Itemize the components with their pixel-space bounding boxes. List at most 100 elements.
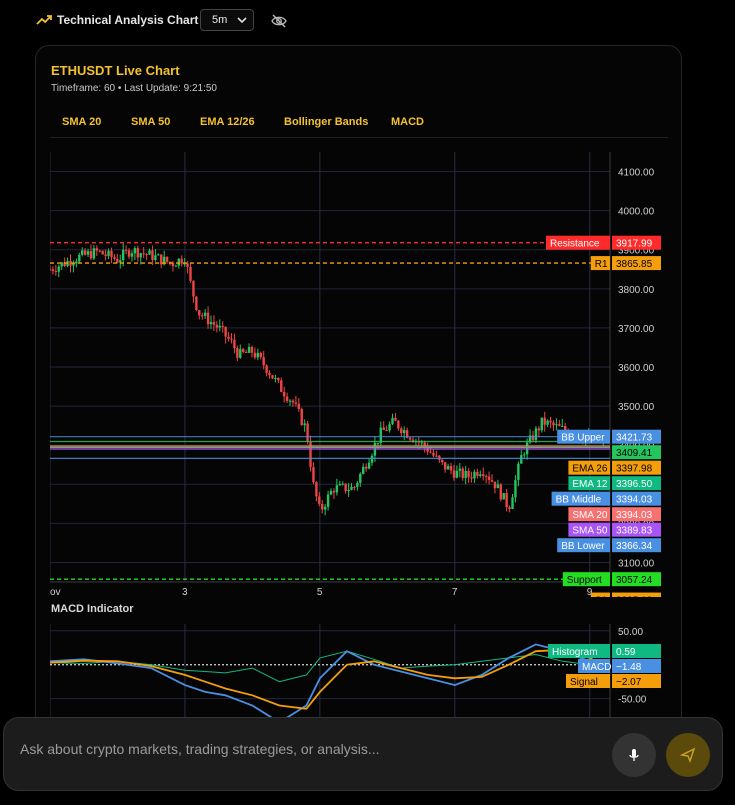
candle-body [124, 249, 128, 251]
candle-body [452, 470, 456, 478]
level-value-box [612, 572, 661, 587]
price-chart[interactable]: 3100.003200.003300.003400.003500.003600.… [50, 152, 670, 597]
candle-body [142, 253, 145, 255]
candle-body [253, 352, 257, 358]
x-tick-label: 3 [182, 587, 188, 597]
level-name: BB Lower [561, 541, 605, 552]
candle-body [391, 417, 394, 425]
candle-body [127, 250, 131, 257]
series-line-histogram [50, 650, 604, 683]
candle-body [382, 427, 385, 430]
candle-body [104, 254, 107, 256]
candle-body [198, 309, 201, 316]
candle-body [493, 481, 497, 489]
candle-body [441, 459, 444, 463]
candle-body [239, 349, 242, 358]
tab-macd[interactable]: MACD [391, 116, 424, 128]
candle-body [411, 439, 415, 443]
candle-body [443, 462, 447, 470]
candle-body [318, 496, 321, 504]
candle-body [552, 422, 555, 426]
candle-body [241, 349, 245, 352]
candle-body [362, 466, 365, 474]
trending-up-icon [36, 15, 52, 25]
candle-body [555, 424, 558, 426]
series-value: −1.48 [616, 662, 642, 673]
level-value-box [612, 491, 661, 506]
tab-ema-12-26[interactable]: EMA 12/26 [200, 116, 255, 128]
candle-body [215, 324, 219, 328]
candle-body [561, 425, 564, 427]
y-tick-label: 3700.00 [618, 324, 655, 335]
x-tick-label: 9 [587, 587, 593, 597]
candle-body [341, 483, 344, 485]
y-tick-label: 4000.00 [618, 207, 655, 218]
candle-body [323, 506, 327, 510]
candle-body [517, 463, 520, 481]
candle-body [367, 462, 371, 469]
candle-body [435, 455, 438, 457]
candle-body [458, 468, 462, 471]
candle-body [405, 430, 409, 438]
series-name: MACD [582, 662, 611, 673]
candle-body [75, 261, 78, 264]
candle-body [505, 493, 508, 508]
candle-body [423, 442, 426, 448]
level-name: BB Middle [556, 495, 602, 506]
candle-body [183, 263, 186, 265]
candle-body [57, 266, 60, 272]
series-name-box [566, 674, 610, 688]
candle-body [116, 258, 119, 263]
eye-off-icon[interactable] [270, 12, 288, 30]
series-line-signal [50, 648, 604, 710]
app-title: Technical Analysis Chart [57, 13, 199, 27]
candle-body [473, 471, 476, 479]
candle-body [54, 271, 58, 273]
candle-body [306, 423, 309, 443]
microphone-icon [629, 749, 639, 761]
candle-body [479, 474, 482, 476]
series-value-box [612, 674, 661, 688]
x-tick-label: 5 [317, 587, 323, 597]
candle-body [528, 435, 532, 443]
candle-body [259, 352, 262, 358]
candle-body [370, 455, 374, 463]
candle-body [268, 372, 271, 376]
chat-input[interactable] [18, 738, 602, 760]
candle-body [291, 400, 295, 403]
candle-body [92, 248, 96, 259]
candle-body [464, 470, 467, 479]
candle-body [80, 250, 84, 255]
level-value: 3421.73 [616, 433, 653, 444]
candle-body [195, 296, 198, 310]
level-name-box [590, 592, 610, 597]
candle-body [180, 258, 183, 264]
level-value: 3394.03 [616, 495, 653, 506]
level-value-box [612, 429, 661, 444]
candle-body [496, 484, 500, 489]
send-button[interactable] [666, 733, 710, 777]
level-value-box [612, 445, 661, 460]
candle-body [154, 255, 157, 261]
candle-body [558, 424, 561, 427]
y-tick-label: 50.00 [618, 627, 643, 638]
candle-body [89, 251, 93, 259]
timeframe-select[interactable]: 5m [200, 9, 254, 31]
top-bar: Technical Analysis Chart 5m [0, 0, 735, 44]
candle-body [502, 493, 505, 500]
tab-sma-20[interactable]: SMA 20 [62, 116, 102, 128]
candle-body [227, 336, 230, 339]
candle-body [121, 249, 125, 261]
tab-bollinger-bands[interactable]: Bollinger Bands [284, 116, 369, 128]
x-tick-label: ov [50, 587, 61, 597]
level-value: 3389.83 [616, 526, 653, 537]
candle-body [113, 257, 116, 259]
series-value-box [612, 644, 661, 658]
mic-button[interactable] [612, 733, 656, 777]
candle-body [490, 480, 494, 482]
tab-sma-50[interactable]: SMA 50 [131, 116, 171, 128]
candle-body [230, 338, 233, 340]
candle-body [285, 396, 289, 402]
level-value: 3366.34 [616, 541, 653, 552]
level-name-box [568, 476, 610, 491]
